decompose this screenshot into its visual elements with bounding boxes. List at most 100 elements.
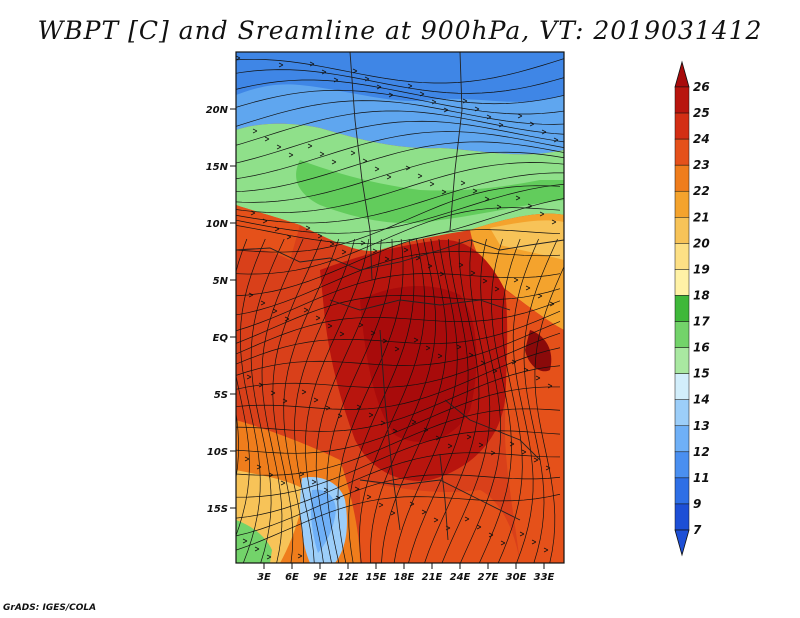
streamline-arrow (439, 271, 445, 277)
streamline-arrow (376, 84, 382, 90)
latitude-axis: 20N 15N 10N 5N EQ 5S 10S 15S (206, 105, 236, 515)
lon-label: 33E (534, 572, 555, 583)
colorbar-swatch (674, 399, 690, 427)
streamline (305, 238, 370, 563)
streamline-arrow (500, 540, 506, 546)
streamline-arrow (242, 538, 248, 544)
streamline-arrow (435, 435, 441, 441)
colorbar-label: 20 (693, 236, 710, 250)
colorbar-swatch (674, 347, 690, 374)
country-border (349, 52, 373, 281)
colorbar-label: 7 (693, 523, 702, 537)
colorbar-label: 18 (693, 288, 710, 302)
streamline (236, 408, 561, 476)
lon-label: 27E (478, 572, 499, 583)
streamline-arrow (517, 113, 523, 119)
streamline (236, 386, 561, 454)
colorbar-swatch (674, 164, 690, 192)
streamline-arrow (484, 196, 490, 202)
lon-label: 30E (506, 572, 527, 583)
streamline-arrow (478, 442, 484, 448)
colorbar-label: 26 (693, 80, 710, 94)
streamline-arrow (286, 234, 292, 240)
streamline-arrow (433, 517, 439, 523)
streamline-arrow (325, 405, 331, 411)
lat-label: EQ (213, 333, 229, 344)
colorbar-label: 21 (693, 210, 710, 224)
chart-title: WBPT [C] and Sreamline at 900hPa, VT: 20… (37, 16, 763, 45)
streamline-arrow (429, 181, 435, 187)
streamline (534, 265, 564, 563)
streamline-arrow (319, 151, 325, 157)
streamline-arrow (482, 278, 488, 284)
streamline-arrow (278, 62, 284, 68)
streamline (441, 238, 491, 563)
colorbar-label: 17 (693, 315, 710, 329)
streamline (283, 238, 340, 563)
streamline (239, 238, 266, 563)
colorbar-label: 22 (693, 184, 710, 198)
lat-label: 15S (207, 504, 228, 515)
streamline-arrow (462, 98, 468, 104)
streamline-arrow (511, 359, 517, 365)
streamlines (236, 52, 564, 563)
streamline-arrow (258, 382, 264, 388)
streamline (236, 238, 250, 537)
streamline-arrow (407, 83, 413, 89)
streamline-arrow (437, 353, 443, 359)
streamline-arrow (254, 546, 260, 552)
colorbar: 26 25 24 23 22 21 20 19 18 17 16 15 14 13 12 11 9 7 (674, 60, 710, 557)
credit-label: GrADS: IGES/COLA (3, 603, 97, 613)
streamline-arrow (458, 262, 464, 268)
streamline (236, 229, 561, 297)
streamline-arrow (521, 449, 527, 455)
lat-label: 10S (207, 447, 228, 458)
streamline (497, 238, 523, 563)
streamline-arrow (496, 204, 502, 210)
streamline-arrow (280, 480, 286, 486)
streamline-arrow (513, 277, 519, 283)
streamline-arrow (409, 501, 415, 507)
country-border (329, 299, 511, 311)
streamline-arrow (382, 338, 388, 344)
map-field (236, 52, 564, 563)
streamline-arrow (364, 76, 370, 82)
colorbar-swatch (674, 112, 690, 140)
colorbar-swatch (674, 477, 690, 505)
streamline-arrow (264, 136, 270, 142)
streamline-arrow (311, 479, 317, 485)
colorbar-label: 11 (693, 471, 710, 485)
streamline-arrow (341, 249, 347, 255)
streamline-arrow (248, 292, 254, 298)
streamline (236, 332, 561, 390)
streamline-arrow (480, 360, 486, 366)
streamline-arrow (317, 233, 323, 239)
streamline-arrow (460, 180, 466, 186)
streamline (236, 172, 564, 224)
streamline (337, 238, 404, 563)
streamline-arrow (372, 248, 378, 254)
streamline-arrow (537, 293, 543, 299)
streamline-arrow (427, 263, 433, 269)
streamline-arrow (519, 531, 525, 537)
lon-label: 24E (450, 572, 471, 583)
streamline-arrow (352, 68, 358, 74)
streamline (326, 238, 393, 563)
streamline-arrow (272, 308, 278, 314)
streamline-arrow (327, 323, 333, 329)
streamline-arrow (331, 159, 337, 165)
streamline (236, 79, 564, 105)
streamline-arrow (425, 345, 431, 351)
streamline (512, 238, 539, 563)
streamline (315, 238, 382, 563)
lon-label: 6E (285, 572, 299, 583)
streamline (408, 238, 469, 563)
lat-label: 15N (206, 162, 229, 173)
streamline (381, 238, 447, 563)
colorbar-label: 23 (693, 158, 710, 172)
streamline (236, 89, 564, 115)
streamline-arrow (315, 315, 321, 321)
streamline-arrow (321, 69, 327, 75)
streamline-arrow (250, 210, 256, 216)
streamline-arrow (360, 240, 366, 246)
